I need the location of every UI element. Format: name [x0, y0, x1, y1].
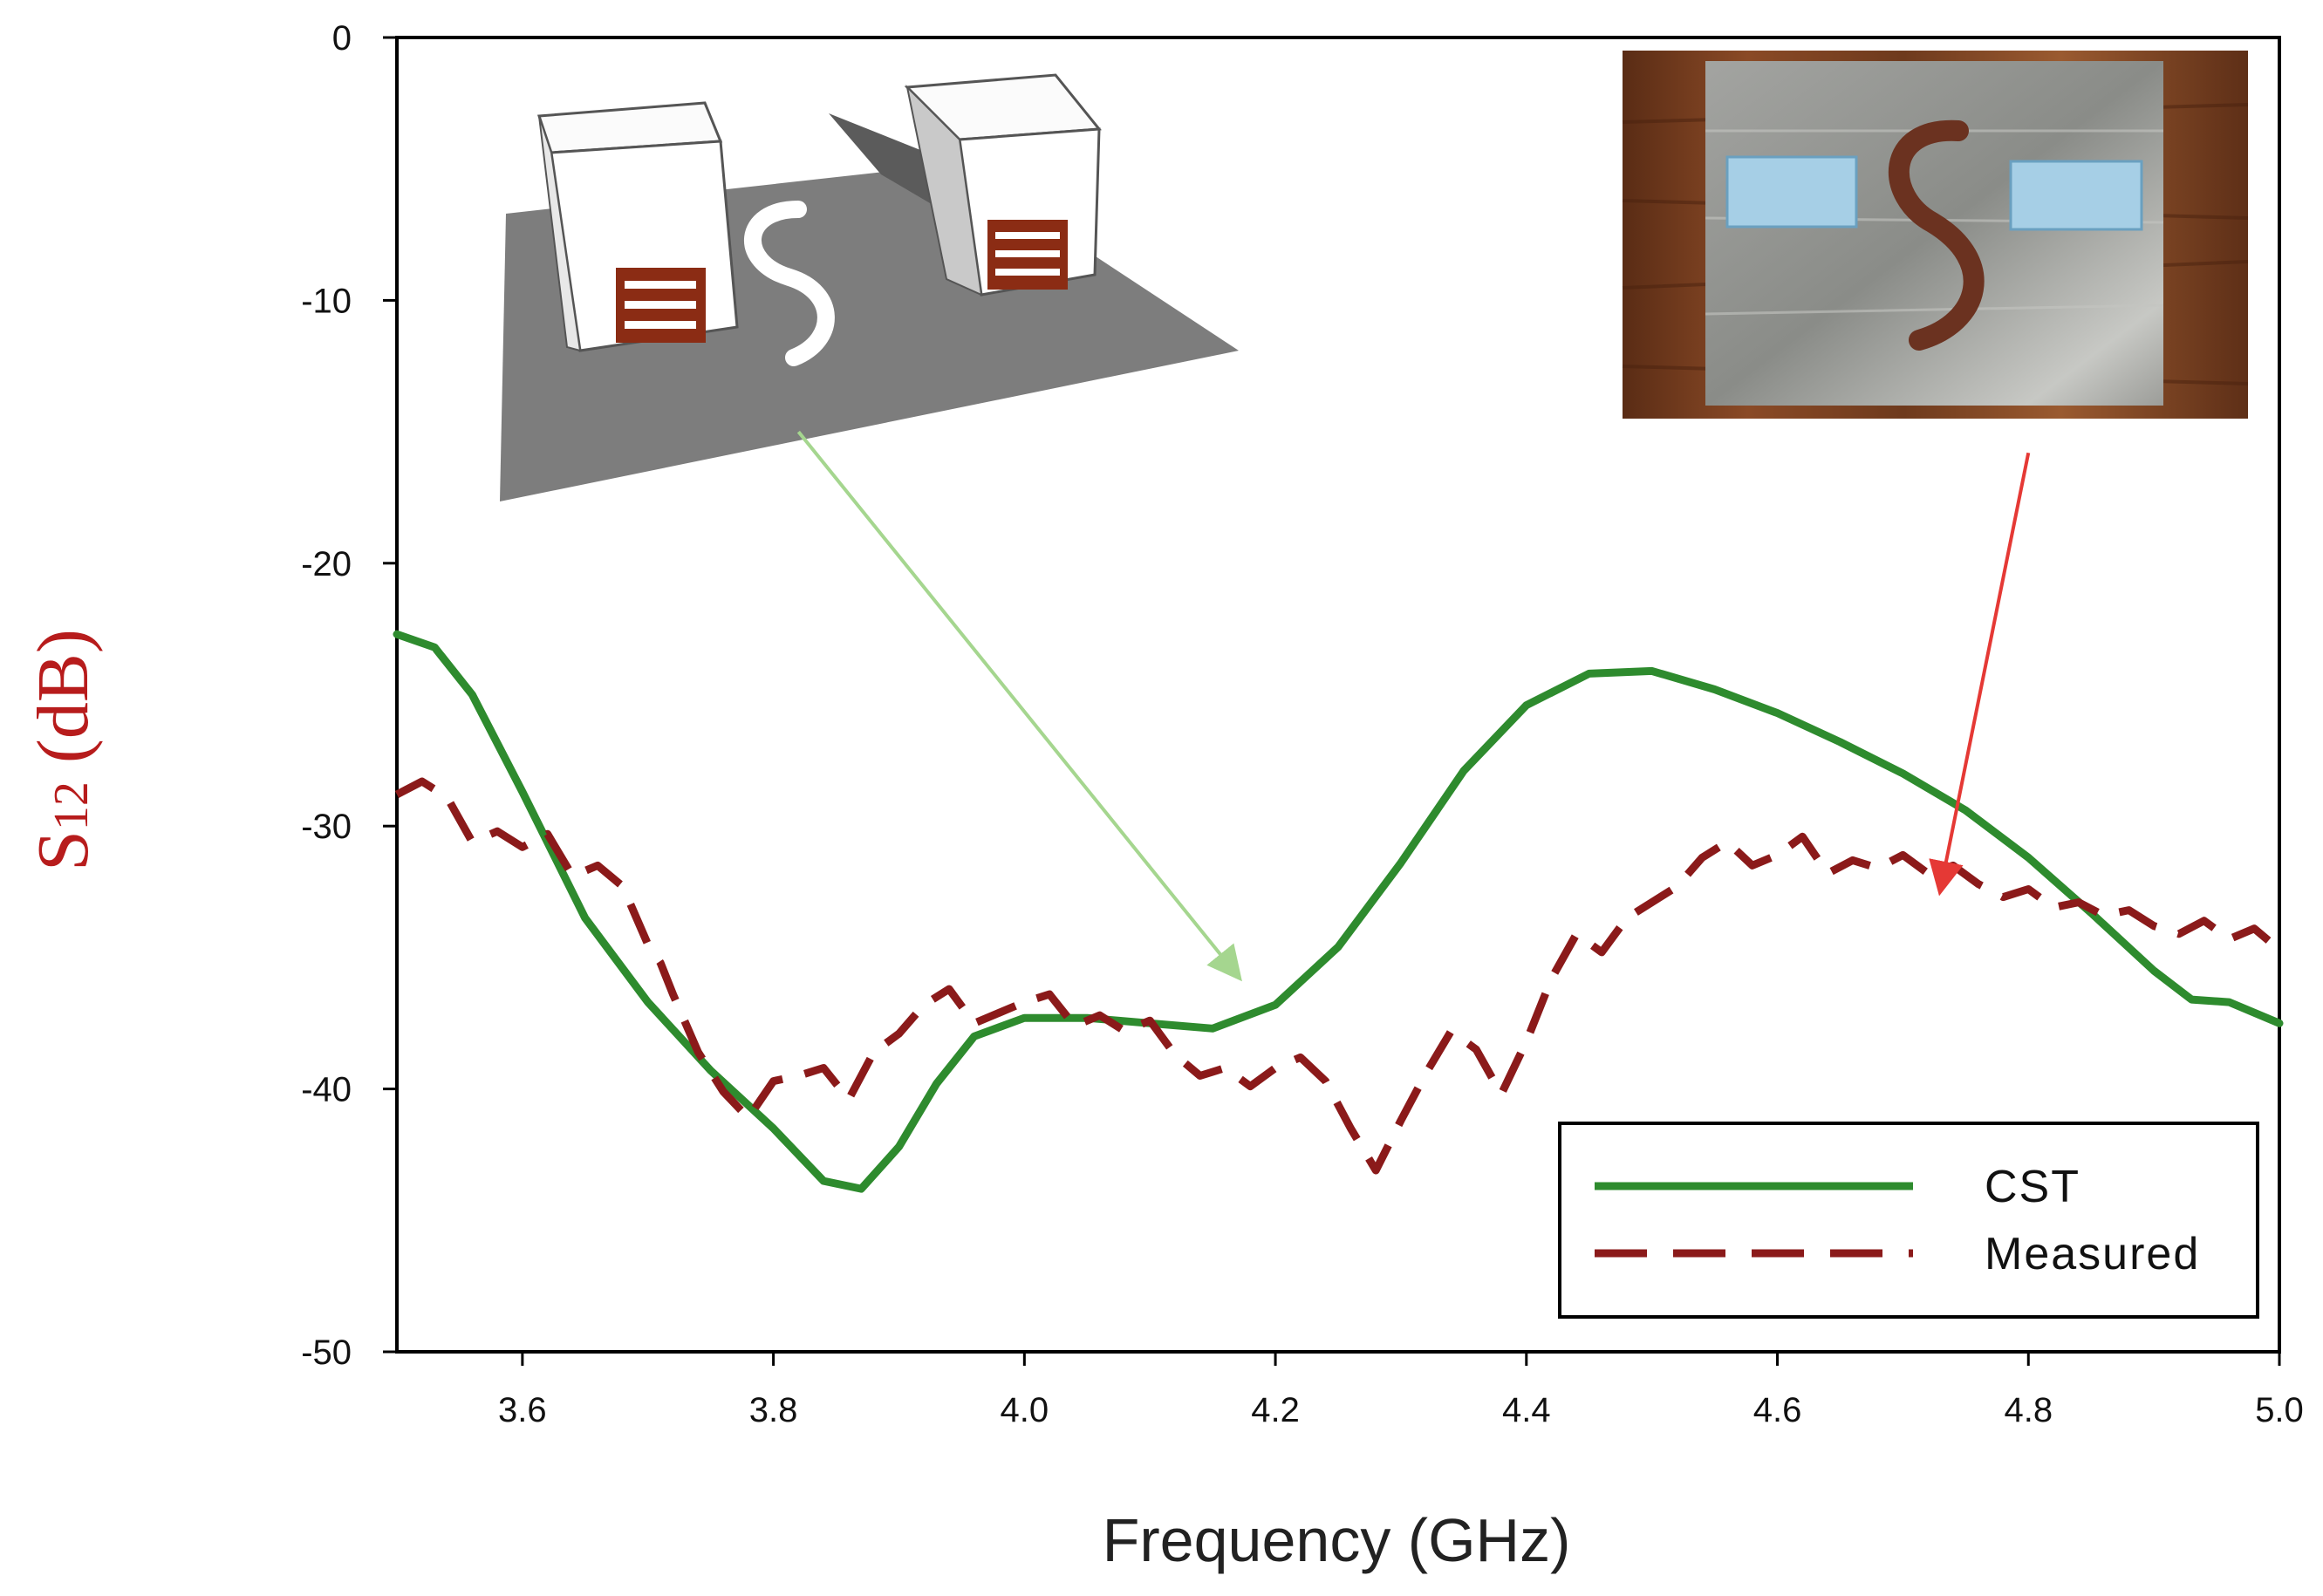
y-axis-title: S12 (dB)	[23, 629, 104, 871]
y-axis-title-main: S	[23, 830, 104, 871]
plot-area-frame	[395, 36, 2281, 1354]
y-axis-title-subscript: 12	[44, 781, 99, 830]
y-tick-label: -50	[301, 1333, 352, 1372]
annotation-arrow-2	[1929, 452, 2031, 897]
fabricated-prototype-inset	[1622, 51, 2249, 419]
series-layer	[393, 630, 2284, 1193]
series-line-measured	[394, 777, 2282, 1175]
x-tick-label: 3.6	[498, 1391, 547, 1429]
x-tick-label: 4.6	[1753, 1391, 1802, 1429]
y-tick-label: -30	[301, 808, 352, 846]
legend-box	[1558, 1122, 2259, 1319]
x-tick-label: 4.0	[1001, 1391, 1049, 1429]
x-tick-label: 5.0	[2255, 1391, 2304, 1429]
x-axis-title: Frequency (GHz)	[1103, 1506, 1571, 1574]
x-axis-ticks: 3.6 3.8 4.0 4.2 4.4 4.6 4.8 5.0	[498, 1352, 2304, 1429]
simulation-model-inset	[500, 73, 1239, 501]
annotation-arrow-1	[796, 430, 1242, 982]
y-tick-label: -20	[301, 545, 352, 583]
legend-label-measured: Measured	[1985, 1229, 2200, 1279]
x-tick-label: 4.8	[2004, 1391, 2053, 1429]
x-tick-label: 4.2	[1251, 1391, 1300, 1429]
y-axis-ticks: 0 -10 -20 -30 -40 -50	[301, 19, 397, 1372]
annotation-arrows	[796, 430, 2031, 982]
x-tick-label: 3.8	[749, 1391, 798, 1429]
y-tick-label: -40	[301, 1071, 352, 1109]
y-tick-label: 0	[332, 19, 352, 58]
legend-label-cst: CST	[1985, 1162, 2080, 1212]
y-axis-title-unit: (dB)	[23, 629, 104, 781]
x-tick-label: 4.4	[1502, 1391, 1551, 1429]
series-line-cst	[393, 630, 2284, 1193]
legend: CST Measured	[1558, 1122, 2259, 1319]
y-tick-label: -10	[301, 282, 352, 320]
